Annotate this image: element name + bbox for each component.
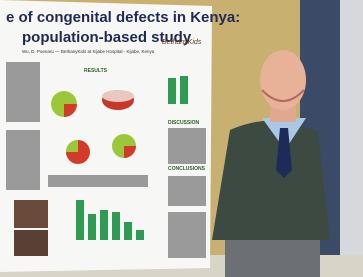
poster-title: e of congenital defects in Kenya:: [6, 9, 240, 26]
poster-photo: [14, 200, 48, 228]
section-heading: CONCLUSIONS: [168, 166, 206, 172]
poster-photo: [14, 230, 48, 256]
section-heading: RESULTS: [84, 68, 108, 74]
poster-logo: BethanyKids: [162, 39, 202, 46]
photo: e of congenital defects in Kenya: popula…: [0, 0, 363, 277]
poster-authors: Wu, D. Poenaru — BethanyKids at Kijabe H…: [22, 49, 155, 54]
window: [340, 0, 363, 277]
section-heading: DISCUSSION: [168, 120, 200, 126]
